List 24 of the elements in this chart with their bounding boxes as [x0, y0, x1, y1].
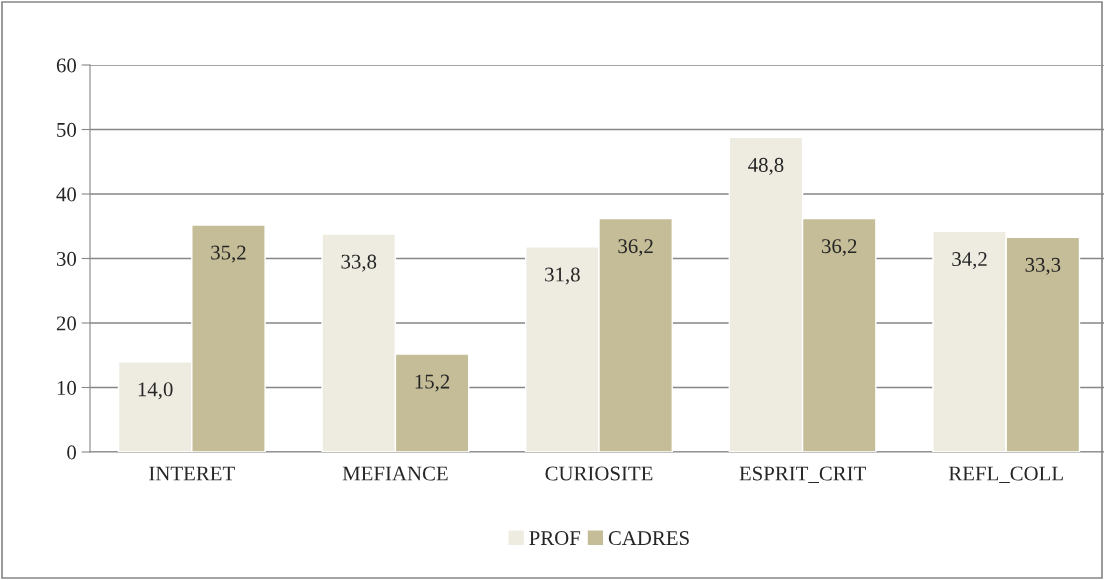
y-tick-label: 20 — [56, 316, 77, 331]
x-tick-label: ESPRIT_CRIT — [739, 466, 866, 484]
x-tick-label: CURIOSITE — [545, 466, 653, 481]
data-label: 31,8 — [545, 267, 580, 285]
data-label: 48,8 — [748, 157, 784, 175]
data-label: 35,2 — [211, 245, 246, 263]
y-tick-label: 0 — [67, 445, 77, 460]
legend-label: CADRES — [608, 531, 689, 546]
data-label: 33,8 — [341, 254, 377, 272]
y-tick-label: 10 — [57, 380, 77, 395]
y-tick-label: 40 — [56, 187, 77, 202]
data-label: 36,2 — [822, 239, 857, 257]
x-tick-label: REFL_COLL — [948, 466, 1063, 484]
x-tick-label: INTERET — [149, 466, 235, 481]
data-label: 36,2 — [618, 239, 653, 257]
x-tick-label: MEFIANCE — [342, 466, 448, 481]
data-label: 14,0 — [138, 382, 173, 400]
data-label: 34,2 — [952, 252, 987, 270]
data-label: 15,2 — [415, 374, 450, 392]
data-label: 33,3 — [1025, 257, 1061, 275]
y-tick-label: 60 — [56, 58, 77, 73]
y-tick-label: 50 — [57, 122, 77, 137]
legend-label: PROF — [529, 531, 581, 546]
y-tick-label: 30 — [56, 251, 77, 266]
